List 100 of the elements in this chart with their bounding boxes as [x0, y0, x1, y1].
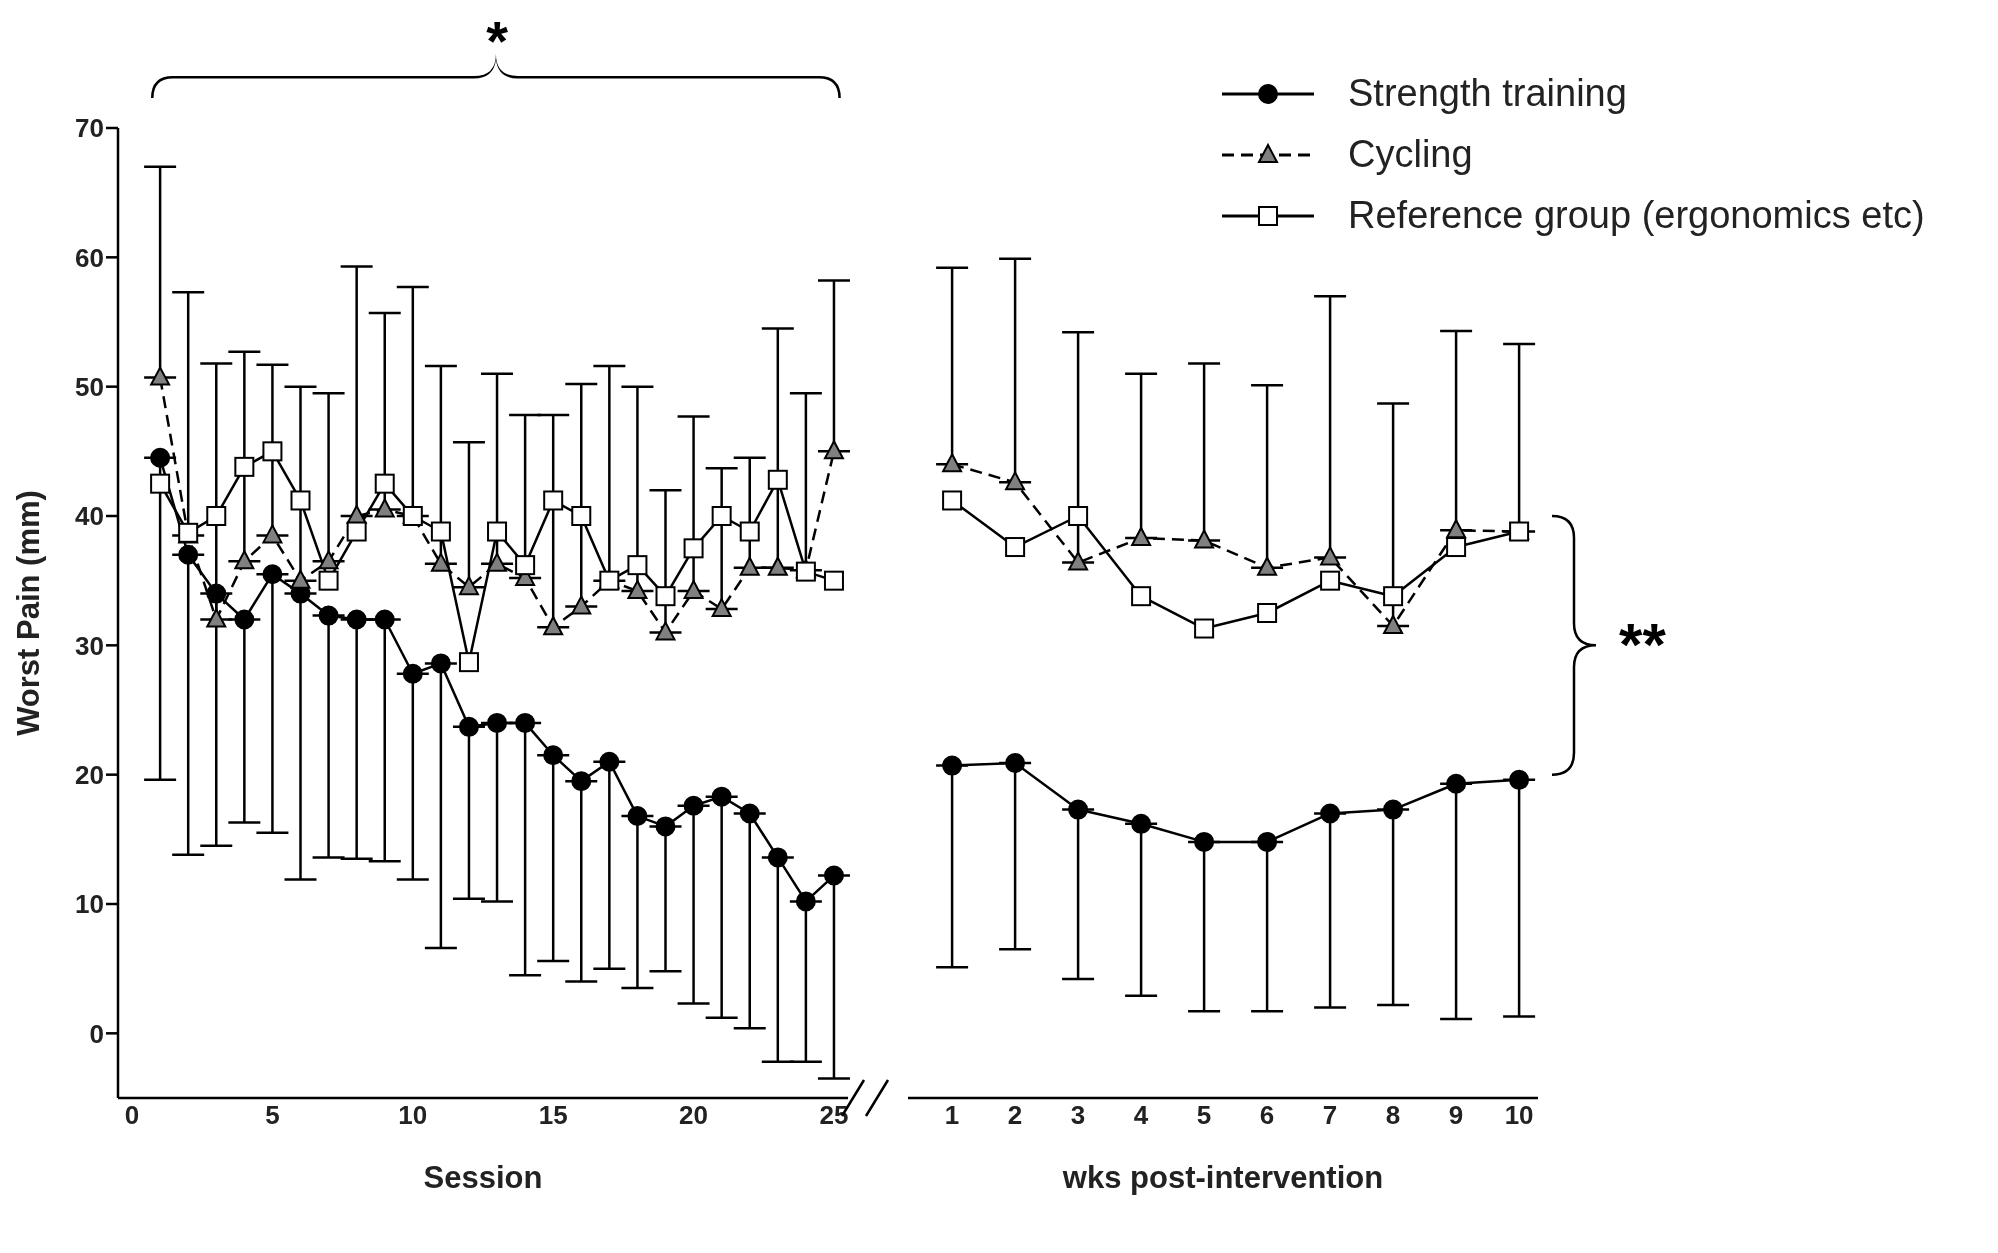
point — [942, 453, 963, 473]
point — [150, 473, 171, 494]
point — [1131, 813, 1152, 834]
point — [318, 605, 339, 626]
x-tick-label: 1 — [944, 1100, 960, 1131]
point — [1446, 773, 1467, 794]
point — [206, 608, 227, 628]
point — [150, 447, 171, 468]
y-tick-label: 30 — [75, 630, 104, 661]
point — [1320, 570, 1341, 591]
legend-label: Cycling — [1348, 132, 1473, 177]
point — [290, 569, 311, 589]
point — [571, 771, 592, 792]
point — [1068, 799, 1089, 820]
x-tick-label: 6 — [1259, 1100, 1275, 1131]
point — [1257, 556, 1278, 576]
y-tick-label: 50 — [75, 371, 104, 402]
point — [1320, 546, 1341, 566]
point — [1383, 614, 1404, 634]
point — [1257, 831, 1278, 852]
point — [795, 891, 816, 912]
point — [458, 652, 479, 673]
point — [458, 576, 479, 596]
y-tick-label: 70 — [75, 113, 104, 144]
x-tick-label: 25 — [819, 1100, 849, 1131]
point — [599, 751, 620, 772]
x-tick-label: 10 — [398, 1100, 428, 1131]
point — [543, 616, 564, 636]
point — [206, 506, 227, 526]
x-axis-title: wks post-intervention — [1061, 1160, 1384, 1195]
point — [1131, 526, 1152, 546]
point — [1005, 537, 1026, 558]
point — [655, 586, 676, 607]
point — [683, 580, 704, 600]
point — [487, 712, 508, 733]
point — [318, 550, 339, 570]
point — [655, 816, 676, 837]
point — [543, 745, 564, 766]
y-axis-title: Worst Pain (mm) — [11, 490, 47, 736]
point — [571, 506, 592, 526]
point — [430, 653, 451, 674]
x-tick-label: 7 — [1322, 1100, 1338, 1131]
point — [711, 598, 732, 618]
point — [374, 498, 395, 518]
point — [1194, 618, 1215, 639]
x-tick-label: 9 — [1448, 1100, 1464, 1131]
point — [767, 556, 788, 576]
point — [487, 521, 508, 542]
text: * — [485, 8, 509, 73]
point — [627, 580, 648, 600]
point — [346, 609, 367, 630]
point — [627, 806, 648, 827]
point — [1194, 831, 1215, 852]
point — [234, 550, 255, 570]
y-tick-label: 0 — [89, 1018, 104, 1049]
point — [823, 570, 844, 591]
point — [206, 583, 227, 604]
point — [627, 555, 648, 576]
point — [178, 544, 199, 565]
point — [458, 716, 479, 737]
point — [571, 595, 592, 615]
point — [739, 521, 760, 542]
point — [543, 490, 564, 511]
point — [318, 570, 339, 591]
point — [430, 521, 451, 542]
x-tick-label: 4 — [1133, 1100, 1149, 1131]
point — [1446, 537, 1467, 558]
x-tick-label: 10 — [1504, 1100, 1534, 1131]
y-tick-label: 40 — [75, 501, 104, 532]
x-tick-label: 15 — [538, 1100, 568, 1131]
point — [942, 755, 963, 776]
point — [711, 786, 732, 807]
point — [430, 552, 451, 572]
point — [739, 556, 760, 576]
x-tick-label: 0 — [124, 1100, 140, 1131]
text: ** — [1619, 610, 1666, 680]
point — [1068, 551, 1089, 571]
point — [767, 847, 788, 868]
point — [1005, 753, 1026, 774]
point — [1131, 586, 1152, 607]
y-tick-label: 60 — [75, 242, 104, 273]
y-tick-label: 20 — [75, 759, 104, 790]
point — [1320, 803, 1341, 824]
legend-label: Strength training — [1348, 71, 1627, 116]
point — [515, 555, 536, 576]
point — [402, 663, 423, 684]
point — [262, 441, 283, 462]
point — [487, 552, 508, 572]
x-tick-label: 5 — [1196, 1100, 1212, 1131]
point — [683, 538, 704, 559]
x-tick-label: 2 — [1007, 1100, 1023, 1131]
point — [374, 609, 395, 630]
point — [823, 865, 844, 886]
legend-label: Reference group (ergonomics etc) — [1348, 193, 1925, 238]
point — [1509, 769, 1530, 790]
point — [711, 506, 732, 526]
point — [1005, 471, 1026, 491]
x-tick-label: 8 — [1385, 1100, 1401, 1131]
point — [515, 712, 536, 733]
point — [823, 440, 844, 460]
